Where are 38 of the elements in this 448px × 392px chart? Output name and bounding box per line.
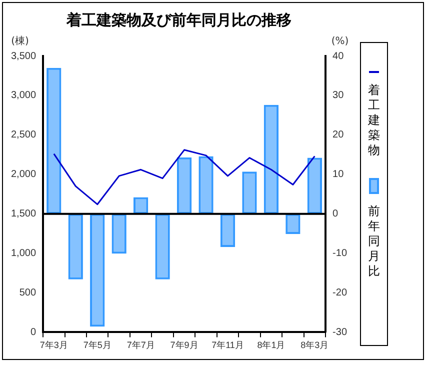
- bar: [242, 172, 257, 214]
- bar: [176, 157, 192, 214]
- x-tick-label: 8年1月: [257, 340, 286, 350]
- bar: [68, 214, 83, 280]
- x-tick-label: 8年3月: [300, 340, 329, 350]
- x-tick-label: 7年3月: [40, 340, 68, 350]
- bar: [155, 214, 170, 280]
- bar: [264, 104, 279, 214]
- y2-tick-label: 30: [332, 90, 344, 102]
- y-tick-label: 500: [19, 287, 36, 298]
- y2-tick-label: 40: [332, 50, 344, 62]
- y2-tick-label: 20: [332, 130, 344, 141]
- legend-label: 着工建築物: [368, 83, 380, 158]
- y-tick-label: 2,500: [10, 130, 36, 141]
- y-tick-label: 1,500: [10, 208, 36, 220]
- x-tick-label: 7年11月: [212, 340, 244, 350]
- bar: [90, 214, 105, 327]
- y2-tick-label: 10: [332, 169, 344, 180]
- y-axis-title: (棟): [11, 35, 29, 47]
- bar: [286, 214, 300, 234]
- y-tick-label: 1,000: [10, 248, 36, 260]
- bar: [112, 214, 126, 254]
- y2-tick-label: -10: [332, 248, 348, 260]
- x-tick-label: 7年5月: [83, 340, 112, 350]
- y-tick-label: 0: [30, 326, 36, 338]
- x-tick-label: 7年9月: [170, 340, 198, 350]
- y2-tick-label: -20: [332, 287, 348, 298]
- x-tick-label: 7年7月: [126, 340, 155, 350]
- y2-tick-label: -30: [332, 326, 348, 338]
- y2-tick-label: 0: [332, 208, 339, 220]
- legend-label: 前年同月比: [368, 204, 380, 279]
- y-tick-label: 3,500: [10, 50, 36, 62]
- bar: [220, 214, 236, 247]
- y-tick-label: 3,000: [10, 90, 36, 102]
- bar: [46, 68, 62, 214]
- y2-axis-title: (%): [331, 36, 349, 47]
- chart-title: 着工建築物及び前年同月比の推移: [66, 11, 292, 30]
- y-tick-label: 2,000: [10, 169, 36, 180]
